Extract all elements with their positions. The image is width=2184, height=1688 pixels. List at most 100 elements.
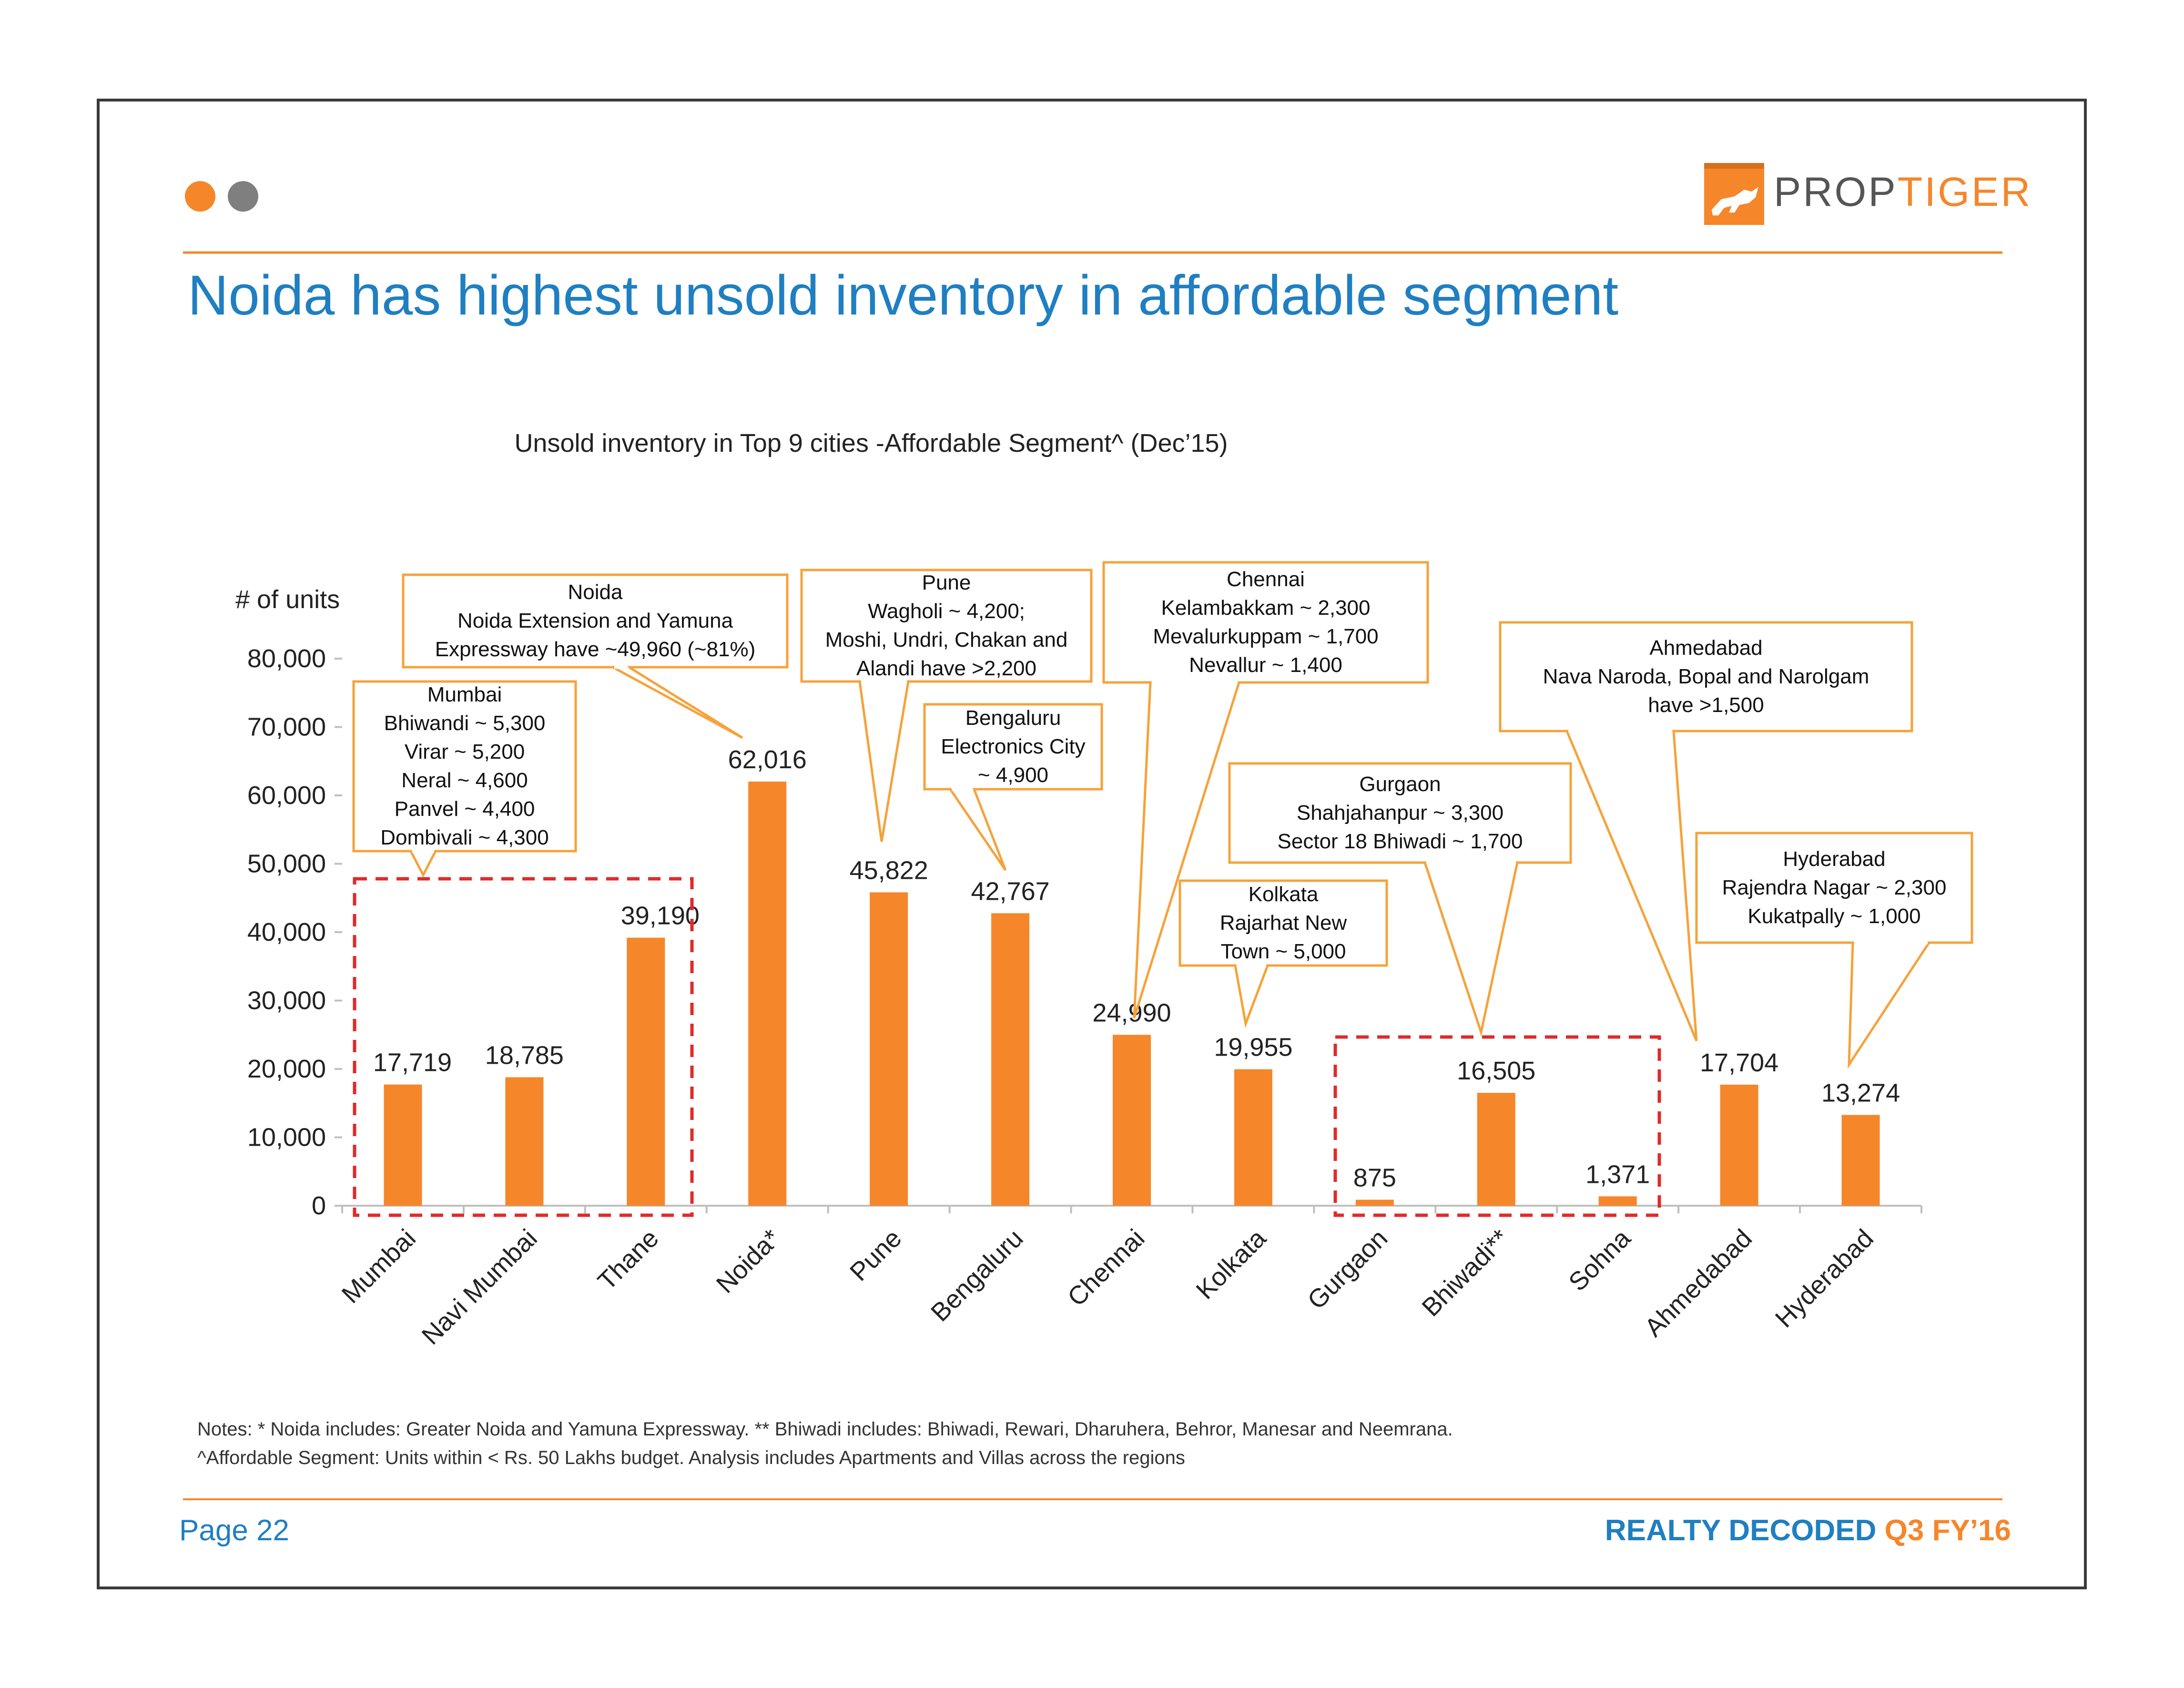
bar-value-label: 16,505 bbox=[1457, 1057, 1535, 1085]
callout-text: Nava Naroda, Bopal and Narolgam bbox=[1543, 665, 1869, 688]
callout-box bbox=[1499, 621, 1913, 732]
bar bbox=[384, 1084, 422, 1206]
bar bbox=[870, 892, 908, 1206]
callout-text: Panvel ~ 4,400 bbox=[395, 797, 535, 821]
callout-text: Rajendra Nagar ~ 2,300 bbox=[1722, 876, 1947, 899]
bar bbox=[627, 937, 665, 1206]
page-number: Page 22 bbox=[179, 1514, 289, 1547]
bar bbox=[1841, 1115, 1880, 1206]
callout-pointer bbox=[1234, 965, 1269, 1028]
callout-pointer bbox=[612, 666, 743, 739]
callout-box bbox=[800, 569, 1093, 683]
callout-chennai: Chennai Kelambakkam ~ 2,300 Mevalurkuppam … bbox=[1102, 561, 1429, 1018]
callout-text: Kukatpally ~ 1,000 bbox=[1747, 905, 1920, 928]
y-tick-label: 40,000 bbox=[247, 918, 326, 946]
callout-pointer bbox=[949, 788, 1007, 871]
bar-value-label: 13,274 bbox=[1821, 1079, 1900, 1108]
callout-text: Nevallur ~ 1,400 bbox=[1189, 653, 1342, 677]
callout-text: Virar ~ 5,200 bbox=[405, 740, 525, 763]
bar-value-label: 875 bbox=[1353, 1163, 1396, 1192]
callout-text: Mumbai bbox=[427, 683, 502, 706]
report-name-accent: Q3 FY’16 bbox=[1885, 1514, 2011, 1547]
callout-text: Gurgaon bbox=[1359, 773, 1441, 796]
callout-text: Alandi have >2,200 bbox=[856, 657, 1036, 680]
bar-value-label: 62,016 bbox=[728, 745, 807, 774]
callout-pointer bbox=[1848, 942, 1930, 1069]
callout-box bbox=[352, 680, 577, 853]
callout-text: Moshi, Undri, Chakan and bbox=[825, 628, 1068, 651]
callout-mumbai: Mumbai Bhiwandi ~ 5,300 Virar ~ 5,200 Neral… bbox=[352, 680, 577, 878]
callout-gurgaon: Gurgaon Shahjahanpur ~ 3,300 Sector 18 Bhi… bbox=[1228, 762, 1572, 1037]
callout-text: ~ 4,900 bbox=[978, 763, 1048, 787]
callout-text: Dombivali ~ 4,300 bbox=[380, 826, 549, 849]
callout-text: Bengaluru bbox=[965, 706, 1061, 730]
y-tick-label: 10,000 bbox=[247, 1123, 326, 1152]
bar-value-label: 45,822 bbox=[850, 856, 928, 885]
bar bbox=[505, 1077, 544, 1206]
callout-text: Neral ~ 4,600 bbox=[401, 769, 528, 792]
bar bbox=[1720, 1084, 1758, 1206]
bar-value-label: 24,990 bbox=[1092, 998, 1171, 1027]
bar-value-label: 1,371 bbox=[1585, 1160, 1650, 1189]
callout-pointer bbox=[409, 850, 437, 878]
data-labels: 17,719 18,785 39,190 62,016 45,822 42,767 24,9… bbox=[373, 745, 1900, 1192]
y-tick-label: 70,000 bbox=[247, 713, 326, 742]
report-name: REALTY DECODED Q3 FY’16 bbox=[1605, 1514, 2011, 1547]
callout-text: Kolkata bbox=[1249, 883, 1319, 906]
callout-box bbox=[1695, 832, 1973, 944]
callout-pointer bbox=[858, 681, 910, 842]
callouts: Mumbai Bhiwandi ~ 5,300 Virar ~ 5,200 Neral… bbox=[352, 561, 1973, 1069]
bar-value-label: 19,955 bbox=[1214, 1033, 1292, 1062]
callout-text: Town ~ 5,000 bbox=[1221, 940, 1346, 963]
y-tick-label: 20,000 bbox=[247, 1055, 326, 1083]
callout-box bbox=[1228, 762, 1572, 864]
callout-text: Ahmedabad bbox=[1649, 636, 1762, 660]
callout-text: Chennai bbox=[1227, 568, 1305, 591]
orange-dot-icon bbox=[185, 181, 215, 212]
bar bbox=[1355, 1200, 1394, 1206]
bar bbox=[991, 913, 1030, 1206]
callout-box bbox=[402, 573, 789, 669]
bar-value-label: 17,704 bbox=[1700, 1048, 1778, 1077]
callout-text: Mevalurkuppam ~ 1,700 bbox=[1153, 625, 1378, 648]
y-tick-label: 0 bbox=[312, 1191, 326, 1220]
y-axis-label: # of units bbox=[235, 585, 340, 614]
chart-title: Unsold inventory in Top 9 cities -Afford… bbox=[514, 429, 1228, 458]
callout-text: Rajarhat New bbox=[1220, 911, 1347, 935]
y-tick-label: 80,000 bbox=[247, 644, 326, 673]
gray-dot-icon bbox=[228, 181, 258, 212]
brand-name-dark: PROP bbox=[1774, 169, 1898, 215]
bar-value-label: 18,785 bbox=[485, 1041, 564, 1069]
callout-noida: Noida Noida Extension and Yamuna Expresswa… bbox=[402, 573, 789, 739]
callout-text: Pune bbox=[922, 571, 971, 594]
callout-box bbox=[1178, 879, 1388, 967]
callout-text: Bhiwandi ~ 5,300 bbox=[384, 712, 546, 735]
callout-text: Expressway have ~49,960 (~81%) bbox=[435, 638, 756, 661]
callout-pune: Pune Wagholi ~ 4,200; Moshi, Undri, Chakan… bbox=[800, 569, 1093, 842]
callout-text: Shahjahanpur ~ 3,300 bbox=[1297, 801, 1503, 824]
callout-pointer bbox=[1133, 682, 1240, 1018]
brand-name-accent: TIGER bbox=[1898, 169, 2032, 215]
callout-text: Noida bbox=[568, 580, 623, 604]
y-tick-label: 60,000 bbox=[247, 781, 326, 810]
mumbai-region-box bbox=[353, 877, 694, 1217]
y-tick-label: 30,000 bbox=[247, 986, 326, 1015]
bar bbox=[1234, 1069, 1272, 1206]
bar bbox=[748, 782, 787, 1206]
bar bbox=[1477, 1093, 1515, 1206]
y-axis: 0 10,000 20,000 30,000 40,000 50,000 60,000 70,… bbox=[247, 644, 342, 1220]
callout-text: Sector 18 Bhiwadi ~ 1,700 bbox=[1278, 830, 1523, 853]
callout-pointer bbox=[1565, 731, 1698, 1041]
callout-pointer bbox=[1423, 862, 1519, 1037]
callout-hyderabad: Hyderabad Rajendra Nagar ~ 2,300 Kukatpall… bbox=[1695, 832, 1973, 1069]
bar-value-label: 39,190 bbox=[621, 902, 700, 930]
bar-series bbox=[384, 782, 1880, 1206]
callout-bengaluru: Bengaluru Electronics City ~ 4,900 bbox=[923, 703, 1103, 871]
notes-line-1: Notes: * Noida includes: Greater Noida a… bbox=[197, 1419, 1453, 1440]
callout-text: Noida Extension and Yamuna bbox=[457, 609, 733, 632]
callout-kolkata: Kolkata Rajarhat New Town ~ 5,000 bbox=[1178, 879, 1388, 1028]
notes-line-2: ^Affordable Segment: Units within < Rs. … bbox=[197, 1447, 1185, 1468]
page-title: Noida has highest unsold inventory in af… bbox=[188, 264, 1618, 327]
callout-box bbox=[1102, 561, 1429, 684]
bar-value-label: 17,719 bbox=[373, 1048, 452, 1077]
